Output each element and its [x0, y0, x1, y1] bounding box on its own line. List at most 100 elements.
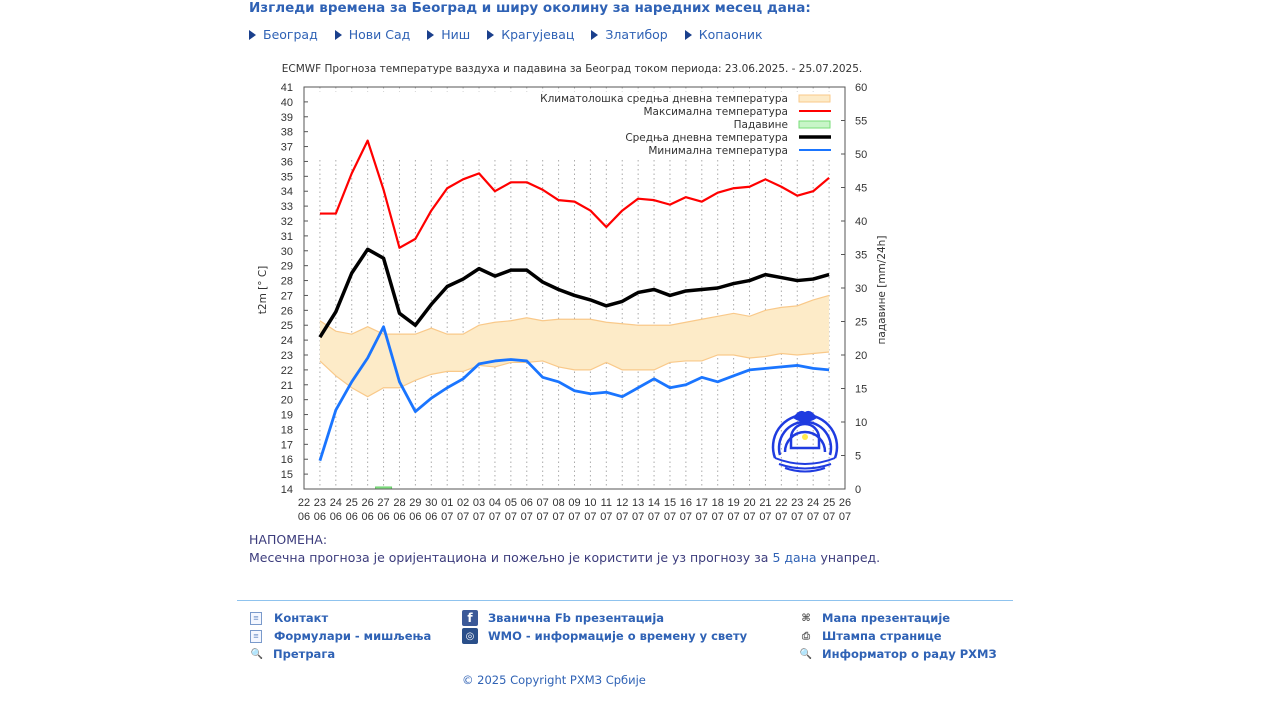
y-tick-label: 22 [281, 365, 293, 377]
y2-tick-label: 0 [855, 484, 861, 496]
x-tick-label-month: 06 [362, 511, 374, 523]
x-tick-label-day: 25 [346, 497, 358, 509]
footer-link-sitemap[interactable]: ⌘ Мапа презентације [799, 609, 997, 627]
footer-col-3: ⌘ Мапа презентације ⎙ Штампа странице 🔍 Инф… [799, 609, 997, 663]
city-link-zlatibor[interactable]: Златибор [591, 27, 668, 42]
x-tick-label-month: 07 [489, 511, 501, 523]
x-tick-label-month: 07 [457, 511, 469, 523]
footer-link-print[interactable]: ⎙ Штампа странице [799, 627, 997, 645]
footer-link-wmo[interactable]: ◎ WMO - информације о времену у свету [462, 627, 747, 645]
x-tick-label-month: 07 [537, 511, 549, 523]
x-tick-label-month: 07 [823, 511, 835, 523]
footer-link-facebook[interactable]: f Званична Fb презентација [462, 609, 747, 627]
arrow-right-icon [591, 29, 599, 40]
footer-col-1: ≡ Контакт ≡ Формулари - мишљења 🔍 Претрага [250, 609, 431, 663]
y-tick-label: 40 [281, 97, 293, 109]
climatology-band [319, 295, 830, 397]
x-tick-label-day: 14 [648, 497, 660, 509]
city-link-beograd[interactable]: Београд [249, 27, 318, 42]
x-tick-label-day: 05 [505, 497, 517, 509]
footer-link-forms[interactable]: ≡ Формулари - мишљења [250, 627, 431, 645]
arrow-right-icon [427, 29, 435, 40]
city-link-kragujevac[interactable]: Крагујевац [487, 27, 574, 42]
footer-link-search[interactable]: 🔍 Претрага [250, 645, 431, 663]
link-label: Формулари - мишљења [274, 629, 432, 643]
arrow-right-icon [684, 29, 692, 40]
y-tick-label: 34 [281, 186, 293, 198]
x-tick-label-month: 07 [775, 511, 787, 523]
city-link-nis[interactable]: Ниш [427, 27, 470, 42]
legend-clim-label: Климатолошка средња дневна температура [540, 93, 788, 105]
y-tick-label: 28 [281, 276, 293, 288]
footer-divider [237, 600, 1013, 601]
x-tick-label-month: 07 [791, 511, 803, 523]
x-tick-label-month: 07 [616, 511, 628, 523]
y-tick-label: 39 [281, 112, 293, 124]
footer-link-informator[interactable]: 🔍 Информатор о раду РХМЗ [799, 645, 997, 663]
x-tick-label-month: 06 [425, 511, 437, 523]
form-icon: ≡ [250, 611, 262, 625]
city-link-kopaonik[interactable]: Копаоник [684, 27, 763, 42]
mean-temp-line [318, 247, 830, 339]
wmo-icon: ◎ [462, 628, 478, 644]
x-tick-label-month: 07 [632, 511, 644, 523]
x-tick-label-day: 20 [743, 497, 755, 509]
y-tick-label: 31 [281, 231, 293, 243]
link-label: Информатор о раду РХМЗ [822, 647, 997, 661]
five-day-forecast-link[interactable]: 5 дана [772, 550, 817, 565]
legend-mean-label: Средња дневна температура [625, 132, 788, 144]
min-temp-line [318, 325, 830, 462]
y2-tick-label: 40 [855, 216, 867, 228]
y-tick-label: 35 [281, 171, 293, 183]
y-tick-label: 19 [281, 410, 293, 422]
x-tick-label-day: 10 [584, 497, 596, 509]
x-tick-label-month: 07 [505, 511, 517, 523]
note-heading: НАПОМЕНА: [249, 532, 328, 547]
x-tick-label-day: 23 [791, 497, 803, 509]
x-tick-label-month: 06 [346, 511, 358, 523]
link-label: Званична Fb презентација [488, 611, 665, 625]
city-label: Београд [263, 27, 318, 42]
city-label: Крагујевац [501, 27, 575, 42]
legend-clim-swatch [798, 94, 831, 103]
y2-tick-label: 35 [855, 250, 867, 262]
y-tick-label: 21 [281, 380, 293, 392]
y2-tick-label: 15 [855, 384, 867, 396]
y2-tick-label: 30 [855, 283, 867, 295]
facebook-icon: f [462, 610, 478, 626]
max-temp-line [319, 139, 830, 249]
search-icon: 🔍 [250, 648, 264, 660]
x-tick-label-day: 03 [473, 497, 485, 509]
footer-link-contact[interactable]: ≡ Контакт [250, 609, 431, 627]
link-label: WMO - информације о времену у свету [488, 629, 748, 643]
y-axis-label: t2m [° C] [257, 266, 269, 314]
footer-col-2: f Званична Fb презентација ◎ WMO - информа… [462, 609, 747, 645]
legend-min-label: Минимална температура [648, 145, 788, 157]
y2-tick-label: 10 [855, 417, 867, 429]
x-tick-label-month: 06 [393, 511, 405, 523]
note: НАПОМЕНА: Месечна прогноза је оријентаци… [249, 531, 880, 567]
link-label: Мапа презентације [822, 611, 951, 625]
y2-tick-label: 45 [855, 183, 867, 195]
x-tick-label-month: 06 [330, 511, 342, 523]
chart-title: ECMWF Прогноза температуре ваздуха и пад… [282, 63, 863, 75]
x-tick-label-month: 07 [648, 511, 660, 523]
x-tick-label-month: 07 [680, 511, 692, 523]
y-tick-label: 29 [281, 261, 293, 273]
rhmz-logo [771, 410, 839, 473]
x-tick-label-month: 06 [298, 511, 310, 523]
x-tick-label-day: 22 [298, 497, 310, 509]
x-tick-label-day: 09 [568, 497, 580, 509]
city-label: Копаоник [698, 27, 763, 42]
city-link-novi-sad[interactable]: Нови Сад [334, 27, 410, 42]
page-title: Изгледи времена за Београд и ширу околин… [249, 0, 811, 16]
city-links: Београд Нови Сад Ниш Крагујевац Златибор… [249, 27, 780, 42]
x-tick-label-day: 23 [314, 497, 326, 509]
copyright: © 2025 Copyright РХМЗ Србије [462, 673, 646, 687]
x-tick-label-month: 07 [839, 511, 851, 523]
x-tick-label-month: 07 [584, 511, 596, 523]
x-tick-label-month: 07 [664, 511, 676, 523]
y-tick-label: 16 [281, 454, 293, 466]
x-tick-label-month: 07 [759, 511, 771, 523]
